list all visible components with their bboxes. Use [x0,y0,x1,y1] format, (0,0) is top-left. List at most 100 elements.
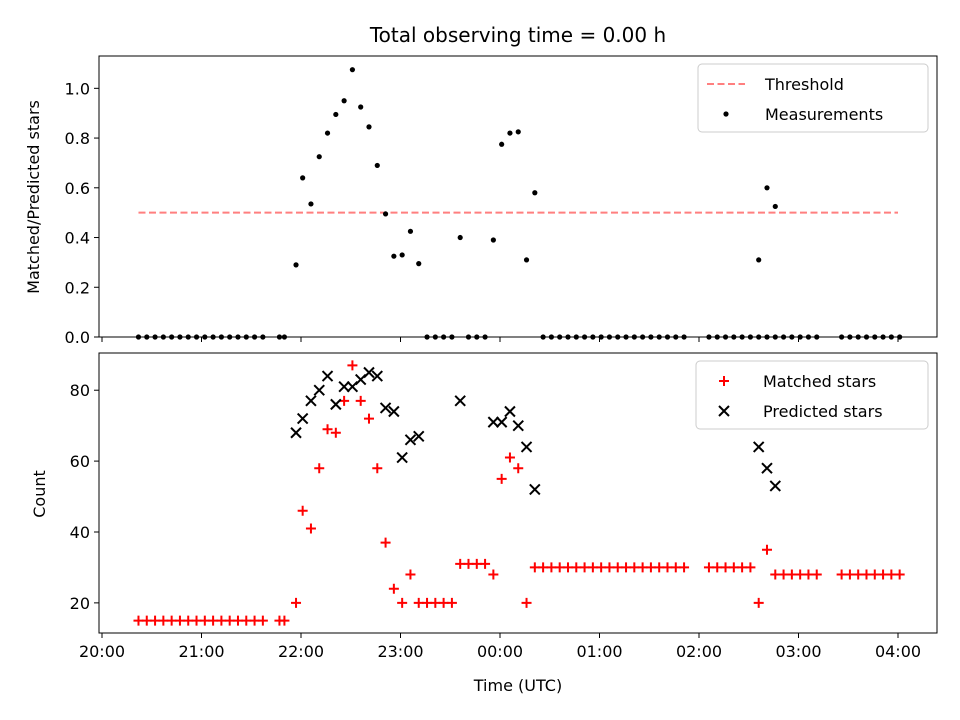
matched-star-point [355,395,366,406]
matched-star-point [305,523,316,534]
x-axis-label: Time (UTC) [473,676,562,695]
bottom-panel: 20:00 21:00 22:00 23:00 00:00 01:00 02:00 03:00… [70,352,938,661]
y-tick-label: 0.4 [65,229,90,248]
x-tick-label: 04:00 [875,642,921,661]
measurement-point [532,190,538,196]
legend-matched-swatch [719,376,729,386]
measurement-point [316,154,322,160]
predicted-star-point [529,483,541,496]
y-tick-label: 0.6 [65,179,90,198]
predicted-star-point [313,384,325,396]
matched-star-point [363,413,374,424]
x-tick-label: 02:00 [676,642,722,661]
predicted-star-point [388,405,400,418]
x-tick-label: 21:00 [178,642,224,661]
matched-star-point [679,562,690,573]
y-tick-label: 0.8 [65,129,90,148]
matched-star-point [314,463,325,474]
legend-predicted-swatch [718,405,730,417]
matched-star-point [257,615,268,626]
legend-label: Measurements [765,105,883,124]
matched-star-point [372,463,383,474]
matched-star-point [521,597,532,608]
matched-star-point [496,473,507,484]
y-tick-label: 0.2 [65,278,90,297]
measurement-point [499,141,505,147]
matched-star-point [488,569,499,580]
top-y-axis-label: Matched/Predicted stars [24,100,43,294]
matched-star-point [894,569,905,580]
top-panel: 0.0 0.2 0.4 0.6 0.8 1.0 Threshold Measurements [65,55,938,347]
measurement-point [457,234,463,241]
matched-star-point [297,505,308,516]
measurement-point [407,228,414,234]
matched-star-point [380,537,391,548]
predicted-star-point [495,416,508,428]
measurement-point [300,175,306,181]
predicted-star-point [520,441,533,453]
matched-star-point [513,463,524,474]
measurement-point [756,257,762,263]
matched-star-point [405,569,416,580]
matched-star-point [339,395,350,406]
predicted-star-point [454,395,466,407]
y-tick-label: 0.0 [65,328,90,347]
y-tick-label: 20 [70,594,90,613]
measurement-point [399,252,405,258]
matched-star-point [753,597,764,608]
measurement-point [764,185,770,191]
y-tick-label: 40 [70,523,90,542]
measurement-point [490,237,496,243]
measurement-point [507,130,513,136]
legend-label: Matched stars [763,372,876,391]
y-tick-label: 1.0 [65,79,90,98]
matched-star-point [745,562,756,573]
x-tick-label: 00:00 [477,642,523,661]
x-tick-label: 22:00 [278,642,324,661]
legend-box [697,63,929,133]
measurement-point [358,104,364,110]
predicted-star-point [752,441,765,453]
predicted-star-point [512,419,524,432]
y-tick-label: 60 [70,452,90,471]
predicted-star-point [487,416,500,428]
predicted-star-point [404,434,417,446]
predicted-star-point [504,405,516,418]
predicted-star-point [396,451,408,464]
chart-title: Total observing time = 0.00 h [369,23,666,47]
measurement-point [366,124,372,130]
matched-star-point [330,427,341,438]
predicted-star-point [413,430,425,442]
measurement-point [772,203,778,210]
legend-measurement-swatch [723,111,729,117]
y-tick-label: 80 [70,381,90,400]
predicted-star-point [371,370,383,382]
measurement-point [523,257,530,263]
x-tick-label: 03:00 [775,642,821,661]
predicted-star-point [761,462,773,474]
matched-star-point [291,597,302,608]
measurement-point [333,111,339,118]
matched-star-point [480,558,491,569]
predicted-star-point [296,412,309,425]
legend-label: Threshold [764,75,844,94]
axes-frame [98,352,938,634]
predicted-star-point [330,398,342,411]
predicted-star-point [379,402,392,414]
predicted-star-point [305,395,317,407]
matched-star-point [279,615,290,626]
measurement-point [374,162,380,169]
measurement-point [324,130,331,136]
predicted-star-point [769,480,781,492]
matched-star-point [504,452,515,463]
legend: Threshold Measurements [697,63,929,133]
matched-star-point [761,544,772,555]
x-tick-label: 01:00 [576,642,622,661]
measurement-point [308,201,314,207]
matched-star-point [322,424,333,435]
legend: Matched stars Predicted stars [695,360,929,430]
measurement-point [416,261,422,267]
measurement-point [349,67,356,73]
predicted-star-point [321,370,334,382]
